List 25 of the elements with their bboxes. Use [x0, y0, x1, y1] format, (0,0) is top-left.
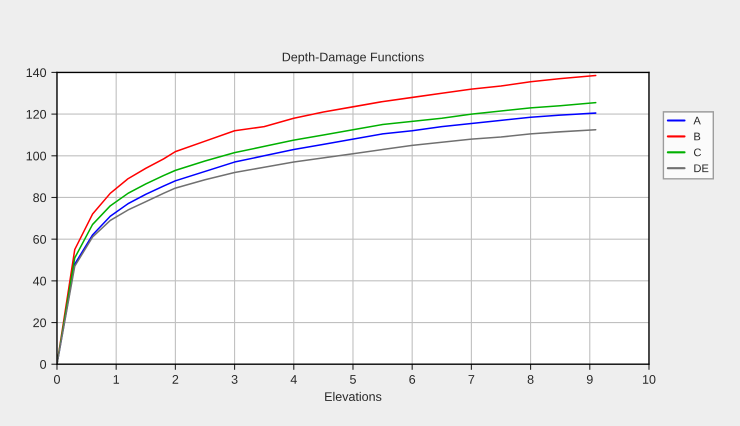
legend-label: DE — [694, 164, 708, 172]
x-axis-title: Elevations — [325, 392, 382, 402]
x-tick-label: 9 — [586, 374, 593, 384]
legend-label: A — [693, 116, 701, 124]
y-tick-label: 120 — [26, 110, 46, 119]
legend-label: C — [694, 148, 702, 156]
y-tick-label: 20 — [33, 318, 46, 328]
x-tick-label: 5 — [350, 375, 356, 384]
y-tick-label: 60 — [33, 234, 46, 244]
x-tick-label: 0 — [54, 374, 60, 384]
x-tick-label: 1 — [114, 375, 120, 384]
legend-label: B — [694, 132, 700, 140]
x-tick-label: 7 — [468, 375, 474, 384]
y-tick-label: 80 — [33, 193, 46, 202]
y-tick-label: 40 — [32, 276, 46, 286]
x-tick-label: 8 — [528, 374, 534, 384]
x-tick-label: 10 — [642, 374, 656, 384]
y-tick-label: 0 — [40, 360, 46, 369]
y-tick-label: 140 — [26, 68, 46, 78]
x-tick-label: 6 — [409, 374, 416, 384]
x-tick-label: 2 — [172, 374, 178, 384]
chart-title: Depth-Damage Functions — [282, 52, 424, 64]
x-tick-label: 3 — [232, 374, 238, 384]
y-tick-label: 100 — [26, 152, 46, 160]
x-tick-label: 4 — [290, 375, 297, 384]
